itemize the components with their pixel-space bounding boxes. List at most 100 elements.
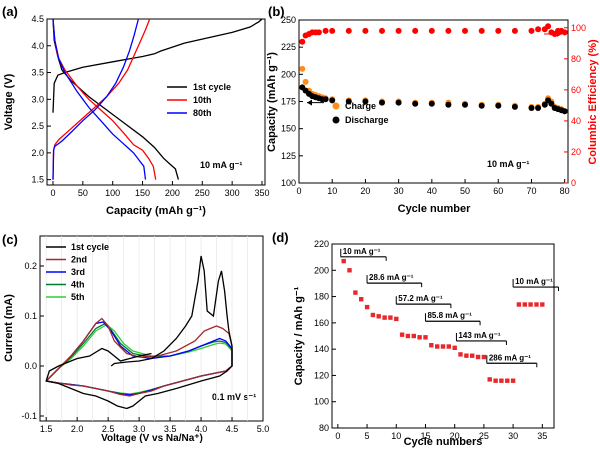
panel-b-discharge-point (345, 98, 352, 105)
panel-a-series-80th-line (52, 18, 147, 180)
panel-a-frame (46, 18, 266, 186)
panel-b-y2tick-label: 40 (571, 116, 581, 126)
panel-d-capacity-point (475, 354, 481, 360)
panel-d-plot: 0 5 10 15 20 25 30 35 80 100 120 140 160 180 200 220 10 … (314, 239, 560, 441)
panel-d-capacity-point (505, 378, 510, 383)
panel-a-series-10th-line (52, 18, 151, 180)
panel-b-right-axis-arrowhead (557, 30, 562, 37)
panel-b-columbic-efficiency-point (322, 27, 329, 34)
panel-b-columbic-efficiency-point (412, 27, 419, 34)
panel-b-columbic-efficiency-point (462, 27, 468, 34)
panel-a-ytick-label: 1.5 (31, 175, 44, 185)
panel-b-plot: 0 10 20 30 40 50 60 70 80 100 125 150 175 200 225 250 0 2… (281, 15, 586, 196)
panel-d-ytick-label: 120 (314, 370, 329, 380)
panel-c-legend-4th-label: 4th (71, 280, 85, 290)
panel-a-letter: (a) (2, 4, 18, 19)
panel-b-columbic-efficiency-point (478, 27, 485, 34)
panel-d-xtick-label: 15 (420, 431, 430, 441)
panel-a-xlabel: Capacity (mAh g⁻¹) (106, 205, 206, 217)
panel-d-ylabel: Capacity / mAh g⁻¹ (293, 286, 305, 385)
panel-c-ylabel: Current (mA) (3, 294, 15, 362)
panel-d-xtick-label: 10 (391, 431, 401, 441)
panel-b-xtick-label: 20 (360, 186, 370, 196)
panel-a-legend-10th-label: 10th (193, 95, 212, 105)
panel-a-ytick-label: 2.0 (31, 148, 44, 158)
panel-b-discharge-point (528, 105, 535, 111)
panel-b-ytick-label: 175 (281, 97, 296, 107)
panel-d-xtick-label: 20 (450, 431, 460, 441)
panel-b-columbic-efficiency-point (545, 23, 552, 30)
panel-b-discharge-point (561, 108, 568, 115)
panel-b-ylabel: Capacity (mAh g⁻¹) (266, 52, 278, 152)
panel-b-xtick-label: 10 (327, 186, 337, 196)
panel-b-columbic-efficiency-point (315, 29, 322, 36)
panel-d-capacity-point (528, 302, 533, 307)
panel-b-columbic-efficiency-point (428, 27, 435, 34)
panel-b-columbic-efficiency-point (329, 27, 336, 34)
panel-b-xlabel: Cycle number (398, 203, 471, 215)
panel-d-capacity-point (370, 312, 376, 318)
panel-c-xtick-label: 2.0 (71, 424, 84, 434)
panel-d-capacity-point (440, 344, 446, 349)
panel-b-y2tick-label: 60 (571, 85, 581, 95)
panel-b-y2label: Columbic Efficiency (%) (587, 39, 599, 165)
panel-d-rate-label: 286 mA g⁻¹ (489, 353, 531, 362)
panel-d-rate-label: 85.8 mA g⁻¹ (427, 311, 472, 320)
panel-d-capacity-point (435, 344, 440, 349)
panel-a-xtick-label: 300 (225, 188, 240, 198)
panel-a-series-80th-line (52, 18, 140, 180)
panel-b-discharge-point (445, 101, 452, 108)
panel-b-discharge-point (535, 105, 542, 111)
panel-b-discharge-point (362, 98, 369, 105)
panel-a-ytick-label: 3.0 (31, 94, 44, 104)
panel-b-y2tick-label: 100 (571, 23, 586, 33)
panel-a-plot: 0 50 100 150 200 250 300 350 1.5 2.0 2.5 3.0 3.5 4.0 4… (31, 14, 269, 198)
panel-b-columbic-efficiency-point (495, 27, 502, 34)
panel-d-capacity-point (458, 352, 463, 357)
panel-d-rate-label: 10 mA g⁻¹ (515, 277, 553, 286)
panel-d-capacity-point (446, 344, 451, 349)
panel-d-capacity-point (534, 302, 539, 307)
panel-c-rate-annotation: 0.1 mV s⁻¹ (212, 392, 256, 402)
panel-b-letter: (b) (268, 4, 285, 19)
panel-d-capacity-point (382, 315, 387, 320)
panel-b-discharge-point (495, 102, 502, 109)
panel-b-ytick-label: 125 (281, 151, 296, 161)
panel-c-ytick-label: 0.2 (24, 261, 37, 271)
panel-b-columbic-efficiency-point (445, 27, 452, 34)
panel-b-xtick-label: 50 (460, 186, 470, 196)
panel-d-ytick-label: 80 (319, 423, 329, 433)
panel-d-capacity-point (429, 343, 434, 348)
panel-c-xtick-label: 4.5 (226, 424, 239, 434)
panel-d-capacity-point (399, 332, 405, 337)
panel-d-xtick-label: 30 (508, 431, 518, 441)
panel-b-rate-annotation: 10 mA g⁻¹ (487, 159, 529, 169)
panel-d-xtick-label: 5 (365, 431, 370, 441)
panel-d-capacity-point (364, 304, 370, 310)
panel-a-ytick-label: 2.5 (31, 121, 44, 131)
panel-d-capacity-point (464, 353, 469, 358)
panel-b-ytick-label: 250 (281, 15, 296, 25)
panel-b-y2tick-label: 20 (571, 147, 581, 157)
panel-d-rate-label: 28.6 mA g⁻¹ (369, 273, 414, 282)
panel-b-columbic-efficiency-point (345, 27, 352, 34)
panel-d-capacity-point (522, 302, 527, 307)
panel-d-ytick-label: 100 (314, 397, 329, 407)
panel-d-letter: (d) (272, 230, 289, 245)
panel-d-capacity-point (341, 258, 346, 264)
panel-d-capacity-point (487, 377, 492, 382)
panel-a-xtick-label: 100 (105, 188, 120, 198)
panel-b-discharge-point (541, 101, 548, 108)
panel-b-xtick-label: 80 (560, 186, 570, 196)
panel-b-columbic-efficiency-point (299, 38, 306, 45)
panel-d-capacity-point (347, 268, 352, 273)
panel-d-ytick-label: 140 (314, 344, 329, 354)
panel-d-capacity-point (394, 316, 399, 322)
panel-b-xtick-label: 70 (526, 186, 536, 196)
panel-b-discharge-point (412, 100, 419, 107)
panel-d-capacity-point (481, 354, 487, 360)
panel-d-xtick-label: 35 (537, 431, 547, 441)
panel-d-xlabel: Cycle numbers (404, 436, 483, 448)
panel-d-capacity-point (405, 333, 411, 339)
